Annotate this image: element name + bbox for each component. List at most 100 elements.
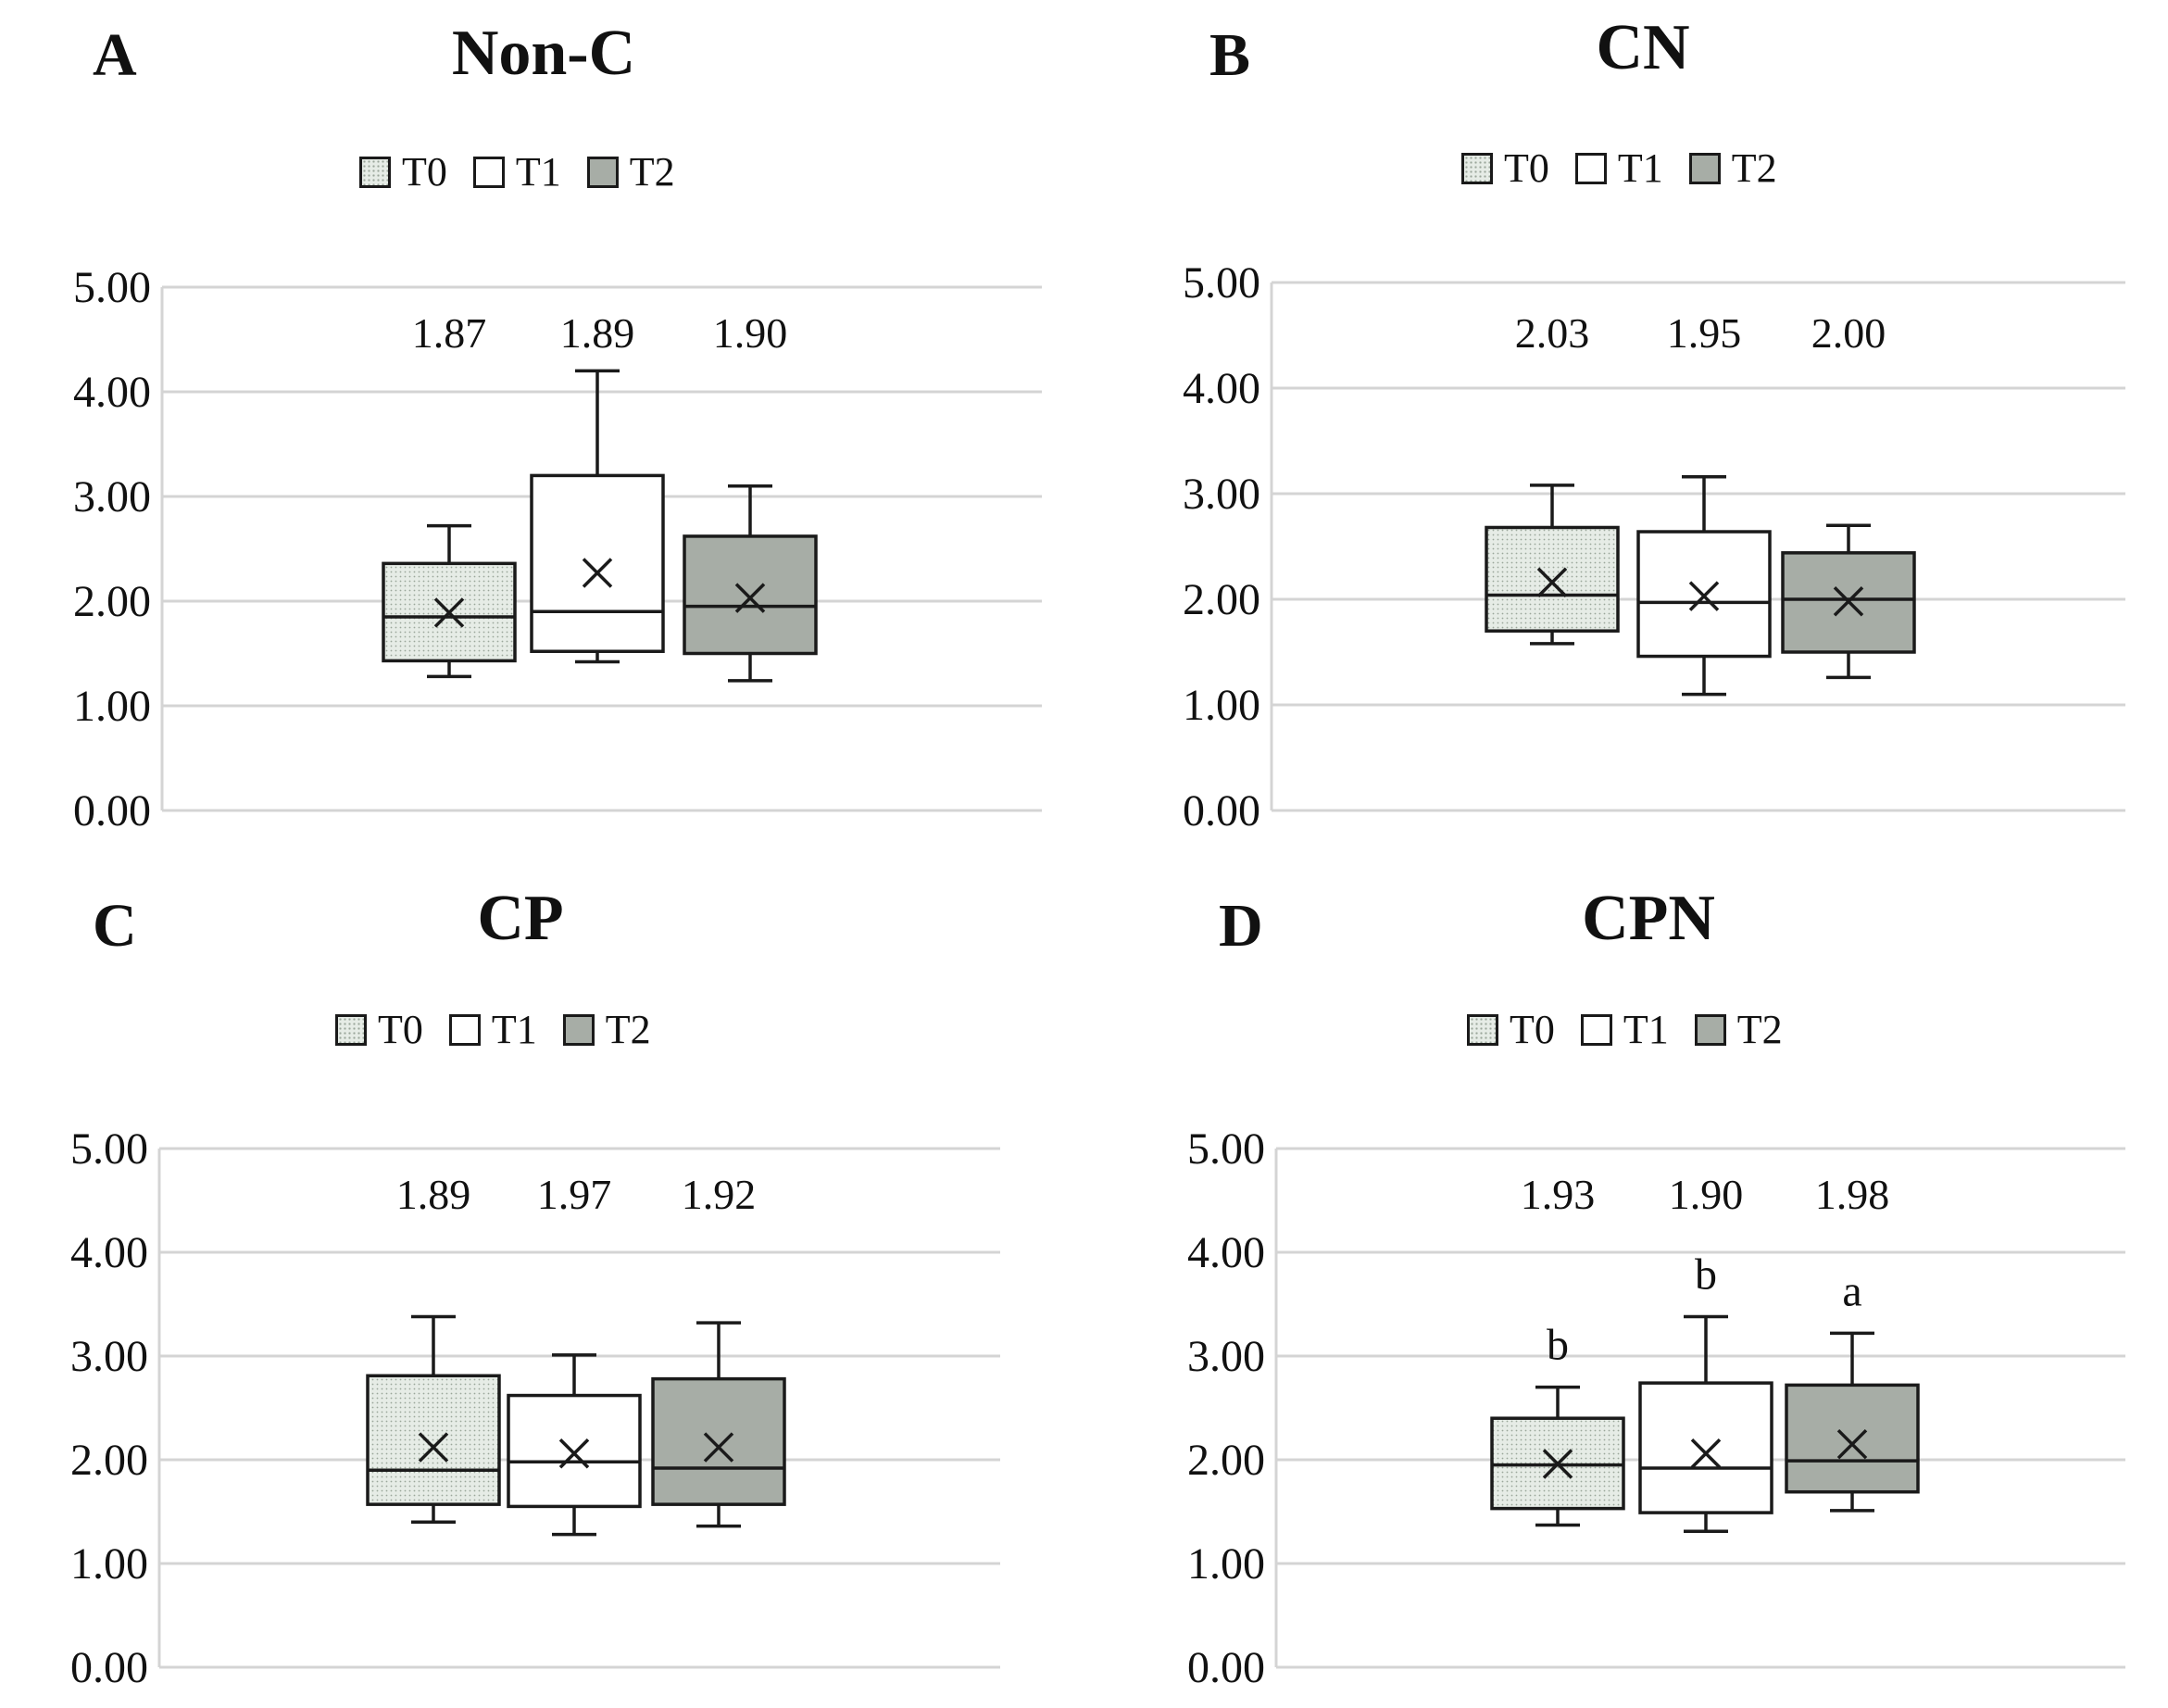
y-tick-label: 4.00 xyxy=(1187,1228,1265,1277)
panel-letter: C xyxy=(93,892,137,960)
legend-label-t0: T0 xyxy=(1504,145,1549,191)
y-tick-label: 1.00 xyxy=(1183,681,1260,730)
box-iqr xyxy=(1485,525,1620,633)
legend-label-t2: T2 xyxy=(1731,145,1777,191)
legend-swatch-t0 xyxy=(1467,1013,1498,1046)
y-tick-label: 0.00 xyxy=(70,1643,148,1692)
box-iqr xyxy=(651,1376,786,1506)
legend-label-t2: T2 xyxy=(629,149,675,195)
legend: T0 T1 T2 xyxy=(359,148,675,195)
box-iqr xyxy=(507,1393,642,1509)
y-tick-label: 2.00 xyxy=(1187,1436,1265,1485)
legend-swatch-t2 xyxy=(562,1013,595,1046)
value-label: 1.92 xyxy=(682,1171,757,1218)
mean-marker xyxy=(1833,586,1864,617)
legend-label-t0: T0 xyxy=(378,1007,423,1052)
mean-marker xyxy=(558,1438,590,1469)
y-tick-label: 3.00 xyxy=(1187,1332,1265,1381)
box-iqr xyxy=(1638,1381,1773,1514)
box-t2 xyxy=(651,1321,786,1528)
box-plot-b: 0.00 1.00 2.00 3.00 4.00 5.00 2.03 1.95 2.00 xyxy=(1183,258,2125,835)
y-tick-label: 5.00 xyxy=(73,263,151,312)
y-tick-label: 4.00 xyxy=(1183,364,1260,413)
box-t0 xyxy=(1485,484,1620,646)
value-label: 2.00 xyxy=(1811,309,1886,357)
value-label: 1.90 xyxy=(713,309,788,357)
mean-marker xyxy=(1690,1438,1722,1469)
y-tick-label: 0.00 xyxy=(1183,786,1260,835)
legend-label-t0: T0 xyxy=(1510,1007,1555,1052)
panel-title: CP xyxy=(477,883,564,954)
box-iqr xyxy=(530,473,665,653)
legend-swatch-t2 xyxy=(586,156,619,188)
box-plot-c: 0.00 1.00 2.00 3.00 4.00 5.00 1.89 1.97 1.92 xyxy=(70,1124,1000,1692)
legend-label-t2: T2 xyxy=(1736,1007,1783,1052)
legend-swatch-t0 xyxy=(359,156,391,188)
box-plot-d: 0.00 1.00 2.00 3.00 4.00 5.00 1.93 b 1.90 b 1.98 a xyxy=(1187,1124,2125,1692)
mean-marker xyxy=(1836,1428,1868,1460)
legend: T0 T1 T2 xyxy=(335,1006,651,1053)
legend-label-t1: T1 xyxy=(491,1007,537,1052)
legend-swatch-t1 xyxy=(1574,152,1607,184)
mean-marker xyxy=(703,1432,734,1463)
legend-item-t1: T1 xyxy=(1580,1006,1669,1053)
y-tick-label: 5.00 xyxy=(70,1124,148,1174)
value-label: 1.89 xyxy=(396,1171,471,1218)
panel-c: C CP T0 T1 T2 0.00 1.00 2.00 3.00 4.00 5.00 1.… xyxy=(0,854,1084,1708)
legend: T0 T1 T2 xyxy=(1467,1006,1783,1053)
y-tick-label: 4.00 xyxy=(70,1228,148,1277)
box-t0 xyxy=(1490,1385,1625,1527)
y-tick-label: 1.00 xyxy=(73,682,151,731)
legend: T0 T1 T2 xyxy=(1461,144,1777,192)
legend-item-t2: T2 xyxy=(562,1006,651,1053)
y-tick-label: 5.00 xyxy=(1183,258,1260,308)
value-label: 1.98 xyxy=(1815,1171,1890,1218)
legend-item-t0: T0 xyxy=(359,148,447,195)
panel-a: A Non-C T0 T1 T2 0.00 1.00 2.00 3.00 4.00 5.0… xyxy=(0,0,1084,854)
legend-label-t1: T1 xyxy=(1623,1007,1669,1052)
y-tick-label: 2.00 xyxy=(73,577,151,626)
y-tick-label: 3.00 xyxy=(70,1332,148,1381)
y-tick-label: 3.00 xyxy=(73,472,151,521)
box-t1 xyxy=(507,1353,642,1537)
significance-letter: b xyxy=(1695,1250,1717,1299)
legend-item-t1: T1 xyxy=(1574,144,1663,192)
legend-item-t0: T0 xyxy=(1461,144,1549,192)
y-tick-label: 2.00 xyxy=(1183,575,1260,624)
panel-d: D CPN T0 T1 T2 0.00 1.00 2.00 3.00 4.00 5.00 1… xyxy=(1084,854,2167,1708)
panel-letter: D xyxy=(1219,892,1263,960)
panel-letter: B xyxy=(1209,21,1251,89)
legend-label-t1: T1 xyxy=(1617,145,1663,191)
box-t0 xyxy=(382,523,517,679)
mean-marker xyxy=(1542,1449,1573,1479)
panel-title: CPN xyxy=(1582,883,1715,954)
box-t2 xyxy=(1781,523,1916,680)
mean-marker xyxy=(1688,581,1720,611)
value-label: 1.87 xyxy=(412,309,487,357)
y-tick-label: 0.00 xyxy=(73,786,151,835)
legend-label-t0: T0 xyxy=(402,149,447,195)
box-iqr xyxy=(683,534,818,656)
mean-marker xyxy=(582,558,613,588)
legend-item-t1: T1 xyxy=(472,148,561,195)
box-t1 xyxy=(530,369,665,664)
value-label: 1.97 xyxy=(537,1171,612,1218)
legend-item-t2: T2 xyxy=(1694,1006,1783,1053)
box-iqr xyxy=(1785,1383,1920,1494)
panel-title: Non-C xyxy=(451,18,636,89)
legend-label-t2: T2 xyxy=(605,1007,651,1052)
y-tick-label: 4.00 xyxy=(73,368,151,417)
box-t1 xyxy=(1636,475,1772,697)
mean-marker xyxy=(734,583,766,613)
legend-swatch-t1 xyxy=(472,156,505,188)
box-plot-a: 0.00 1.00 2.00 3.00 4.00 5.00 1.87 1.89 1.90 xyxy=(73,263,1042,835)
mean-marker xyxy=(1536,567,1568,597)
significance-letter: a xyxy=(1842,1266,1861,1315)
box-t2 xyxy=(683,484,818,683)
box-t2 xyxy=(1785,1331,1920,1513)
legend-item-t2: T2 xyxy=(586,148,675,195)
legend-item-t0: T0 xyxy=(335,1006,423,1053)
value-label: 1.90 xyxy=(1669,1171,1744,1218)
legend-swatch-t0 xyxy=(1461,152,1493,184)
y-tick-label: 3.00 xyxy=(1183,470,1260,519)
